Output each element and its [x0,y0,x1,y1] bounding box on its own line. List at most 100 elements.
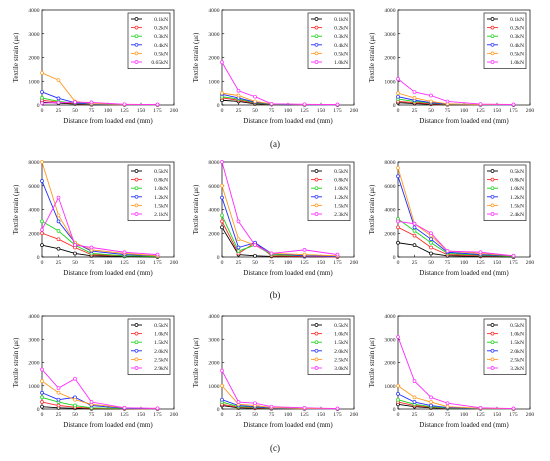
series-line [397,176,514,257]
x-tick-label: 150 [317,412,326,418]
data-point [56,229,61,233]
x-tick-label: 150 [493,260,502,266]
data-point [253,401,257,406]
data-point [56,246,61,251]
data-point [220,195,224,200]
x-tick-label: 200 [170,260,179,266]
y-tick-label: 2000 [28,56,39,62]
x-tick-label: 125 [300,108,309,114]
x-tick-label: 100 [104,412,113,418]
legend-label: 1.0kN [334,60,348,66]
data-point [56,237,61,242]
data-point [396,383,400,388]
x-tick-label: 125 [120,108,129,114]
data-point [40,96,44,100]
legend-label: 2.5kN [154,357,168,363]
data-point [396,77,400,81]
legend-box [483,318,527,375]
series-line [41,220,158,257]
data-point [40,71,44,75]
data-point [155,252,160,257]
x-tick-label: 0 [397,412,400,418]
legend-marker [490,17,495,21]
data-point [396,335,400,339]
y-tick-label: 4000 [384,314,395,320]
data-point [429,237,433,242]
y-tick-label: 4000 [208,314,219,320]
series-line [221,197,338,257]
y-tick-label: 0 [217,407,220,413]
legend-label: 0.3kN [510,34,524,40]
x-tick-label: 25 [56,412,62,418]
legend-marker [314,194,319,199]
data-point [412,90,417,94]
x-tick-label: 175 [153,412,162,418]
legend-label: 0.2kN [154,26,168,32]
series-line [221,62,338,105]
x-tick-label: 25 [236,412,242,418]
x-tick-label: 150 [317,108,326,114]
legend-box [483,164,527,221]
series-0.8kN [396,225,516,259]
x-tick-label: 150 [317,260,326,266]
legend-label: 1.2kN [334,195,348,201]
data-point [220,219,224,224]
legend: 0.1kN 0.2kN 0.3kN 0.4kN 0.5kN 1.0kN [307,12,351,69]
legend-box [127,164,171,221]
legend-marker [314,60,319,64]
x-tick-label: 125 [476,260,485,266]
data-point [412,96,417,100]
y-tick-label: 1000 [28,79,39,85]
x-axis-title: Distance from loaded end (mm) [63,421,153,429]
data-point [396,94,400,99]
x-tick-label: 50 [428,260,434,266]
legend-label: 0.5kN [334,169,348,175]
legend-label: 0.3kN [154,34,168,40]
data-point [302,248,307,252]
legend-marker [490,42,495,47]
x-tick-label: 100 [460,108,469,114]
data-point [335,252,340,257]
legend-label: 1.2kN [154,195,168,201]
x-tick-label: 200 [350,260,359,266]
legend-label: 2.4kN [510,212,524,218]
data-point [73,243,77,247]
legend-label: 1.0kN [334,186,348,192]
x-tick-label: 100 [284,108,293,114]
legend-marker [490,194,495,199]
legend-marker [314,366,319,370]
data-point [396,91,400,95]
legend-marker [134,17,139,21]
data-point [412,400,417,404]
series-line [397,220,514,257]
x-tick-label: 75 [89,108,95,114]
legend-label: 0.4kN [334,43,348,49]
data-point [56,96,61,101]
chart-panel-4: 0 2000 4000 6000 8000 0 25 50 75 100 125 150 175 200 D… [12,160,178,277]
x-tick-label: 50 [252,260,258,266]
legend-label: 2.3kN [334,212,348,218]
data-point [478,405,483,410]
legend-marker [134,203,139,208]
y-tick-label: 2000 [208,56,219,62]
data-point [429,251,433,256]
series-2.9kN [40,367,160,411]
legend-marker [134,169,139,173]
legend-label: 1.2kN [510,195,524,201]
data-point [478,250,483,255]
legend-marker [314,25,319,30]
data-point [73,376,77,381]
data-point [73,397,77,402]
legend-marker [314,348,319,353]
y-tick-label: 4000 [384,208,395,214]
y-tick-label: 0 [393,103,396,109]
x-tick-label: 175 [153,108,162,114]
data-point [396,174,400,179]
legend-marker [490,357,495,362]
data-point [429,403,433,408]
data-point [40,227,44,232]
y-axis-title: Textile strain (με) [368,32,376,82]
data-point [122,405,127,410]
legend-marker [490,323,495,327]
legend-label: 2.5kN [334,357,348,363]
